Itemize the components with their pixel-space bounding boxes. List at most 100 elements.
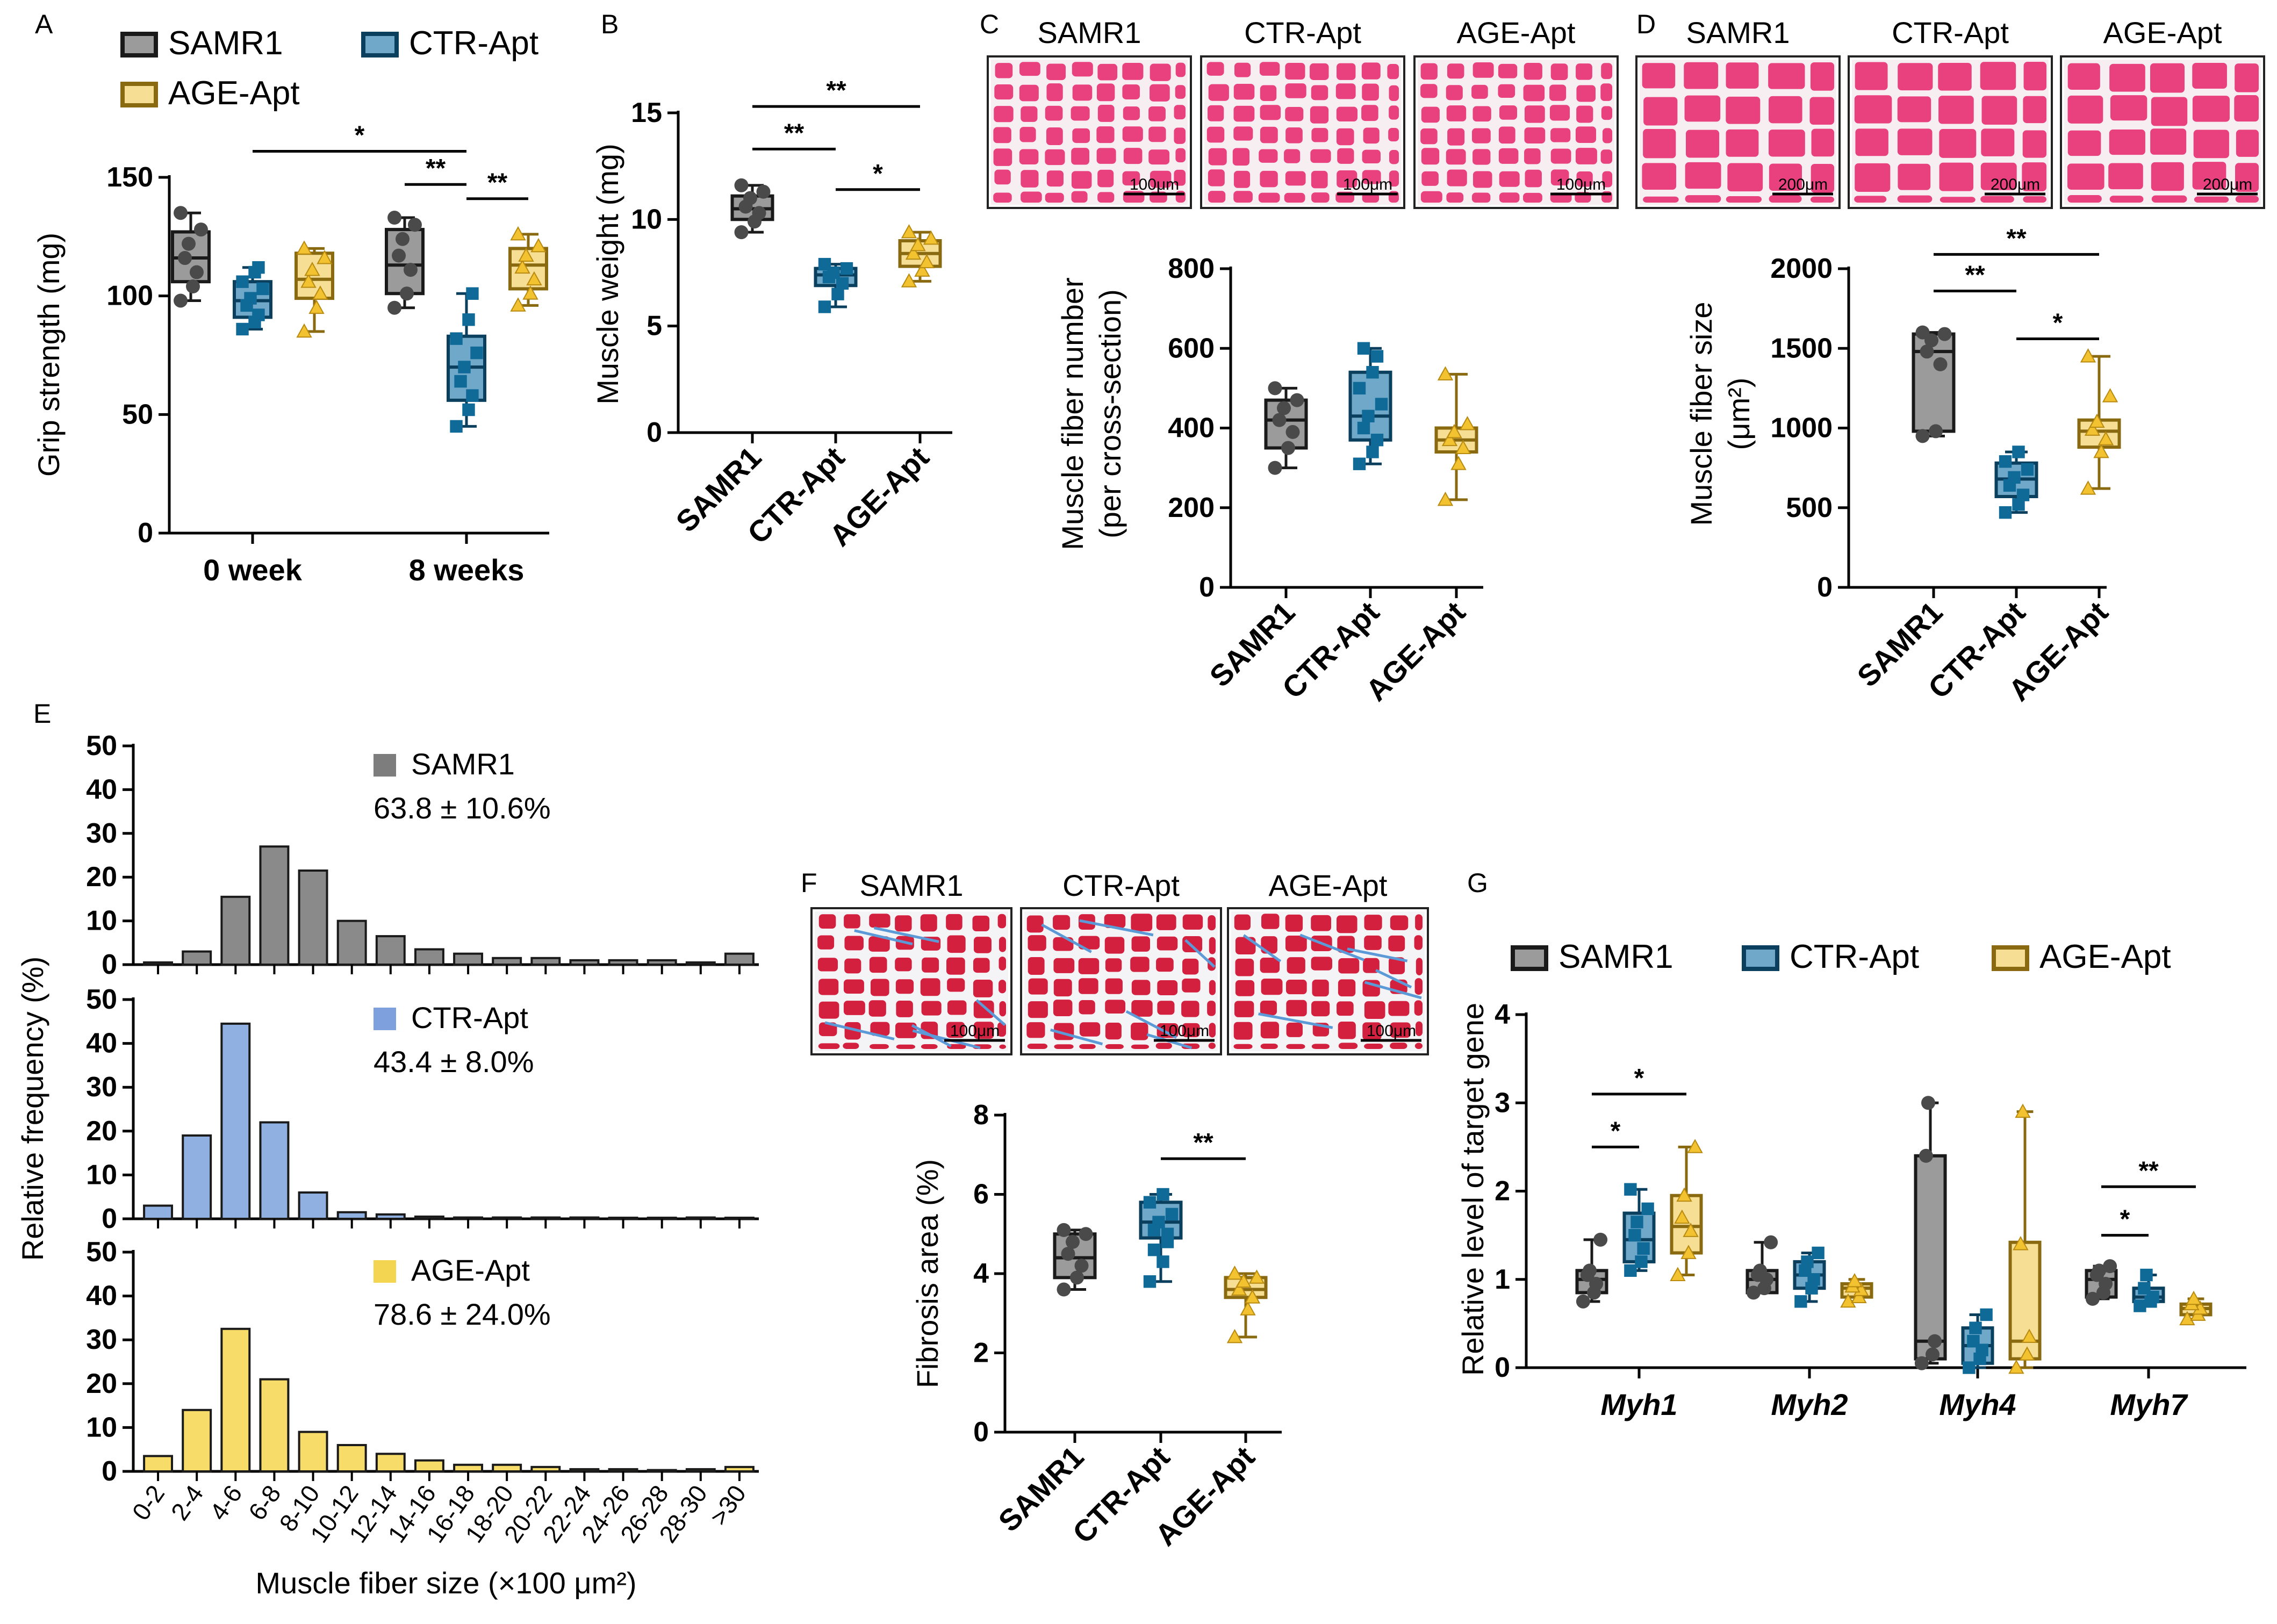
panel-c-image-1-fiber [1233,105,1255,122]
panel-d-scalebar-label-2: 200μm [2203,176,2252,193]
panel-c-image-1-fiber [1361,105,1378,121]
panel-c-image-2-fiber [1576,105,1593,123]
panel-c-image-0-fiber [1072,62,1093,77]
chart-g-ctr-apt-3-point [2140,1268,2153,1282]
panel-f-image-1-fibrosis [1050,1029,1103,1046]
panel-c-scalebar-label-0: 100μm [1130,176,1179,193]
panel-c-image-1-fiber [1311,170,1328,189]
panel-f-image-0-fibrosis [873,926,939,943]
panel-c-image-1-fiber [1208,84,1229,101]
chart-e-0-bar [608,959,638,966]
panel-c-image-1-fiber [1310,149,1331,163]
panel-f-image-2-fiber [1261,978,1283,995]
chart-e-2-ytick-label: 50 [86,1237,117,1268]
chart-e-1-bar [143,1204,174,1220]
panel-c-image-0-fiber [1175,62,1186,77]
panel-f-image-1-fiber [1026,915,1044,933]
legend-g-age-label: AGE-Apt [2039,938,2171,975]
panel-f-image-0-fiber [818,1001,839,1019]
panel-f-image-2-fiber [1261,936,1277,954]
panel-c-image-label-0: SAMR1 [1038,16,1141,49]
panel-d-image-1-fiber [1897,96,1931,123]
chart-a-ctr-apt-0-point [236,322,249,336]
panel-d-image-0-fiber [1811,128,1834,157]
panel-f-image-2-fiber [1286,980,1307,995]
panel-c-image-1-fiber [1362,149,1381,164]
chart-d-ctr-apt-point [1999,506,2012,519]
panel-f-image-1-fibrosis [1125,1010,1177,1039]
panel-f-image-2-fiber [1311,1001,1330,1017]
panel-d-image-0-fiber [1685,195,1721,203]
panel-d-image-1-fiber [1898,163,1931,190]
chart-e-2-ytick-label: 0 [102,1456,117,1487]
panel-f-image-1-fiber [1181,1001,1199,1017]
panel-c-image-2-fiber [1421,106,1440,123]
panel-f-image-2-fiber [1235,980,1255,996]
legend-a-ctr-label: CTR-Apt [409,25,538,62]
panel-letter-b: B [601,9,619,39]
panel-d-image-2-fiber [2192,162,2226,190]
chart-e-2-bar [647,1469,677,1473]
chart-e-2-legend-stat: 78.6 ± 24.0% [373,1297,551,1331]
panel-f-image-1-fiber [1130,957,1150,972]
chart-g-samr1-2-point [1914,1356,1929,1370]
chart-b-age-apt-point [905,245,922,260]
panel-c-image-1-fiber [1389,105,1399,120]
legend-g-ctr-label: CTR-Apt [1790,938,1919,975]
chart-d-ctr-apt-point [2012,445,2025,458]
panel-c-image-2-fiber [1420,63,1438,80]
chart-g-samr1-0-point [1576,1294,1590,1309]
panel-c-image-0-fiber [1174,105,1186,120]
panel-d-image-1-fiber [1855,128,1888,156]
panel-f-image-1-fiber [1182,958,1199,975]
panel-f-image-2-fiber [1260,1043,1278,1049]
panel-c-image-2-fiber [1471,192,1491,203]
panel-d-image-1-fiber [1897,128,1933,155]
panel-f-scalebar-label-1: 100μm [1160,1022,1209,1040]
panel-f-image-2-fiber [1260,958,1280,973]
chart-e-2-bar [530,1465,561,1473]
panel-c-image-2-fiber [1575,148,1597,164]
panel-c-image-0-fiber [1019,62,1040,76]
panel-f-image-1-fiber [1182,978,1201,993]
chart-c-age-apt-point [1455,440,1471,454]
panel-f-image-1-fiber [1028,935,1046,951]
panel-c-image-1-fiber [1260,105,1281,120]
panel-f-image-2-fiber [1416,958,1423,975]
panel-f-image-0-fiber [895,958,912,972]
panel-f-image-2-fiber [1338,1022,1356,1039]
panel-f-image-0-fiber [843,979,864,994]
panel-f-image-0-fiber [946,957,965,975]
panel-c-image-0-fiber [1097,169,1114,188]
chart-e-1-ytick-label: 40 [86,1028,117,1059]
chart-e-2-legend-swatch [373,1260,396,1283]
panel-f-image-1-fiber [1131,980,1151,995]
chart-e-0-bar [298,869,328,966]
panel-f-image-1-fiber [1079,1000,1095,1015]
chart-g-age-apt-0-box [1670,1194,1703,1255]
panel-c-image-0-fiber [993,127,1011,143]
legend-a-age-label: AGE-Apt [168,75,300,112]
panel-f-image-1-fiber [1131,1023,1148,1040]
panel-f-image-1-fiber [1131,936,1151,952]
chart-a-age-apt-0-point [312,285,328,300]
panel-f-image-1-fiber [1157,936,1178,951]
panel-c-image-2-fiber [1576,63,1592,80]
chart-g-age-apt-0-point [1687,1139,1703,1153]
panel-f-scalebar-label-2: 100μm [1367,1022,1416,1040]
panel-c-image-0-fiber [1096,126,1115,143]
panel-c-image-0-fiber [1097,192,1115,203]
panel-c-image-2-fiber [1421,171,1439,186]
panel-d-image-2-fiber [2235,196,2259,203]
chart-d-ctr-apt-point [2008,471,2021,484]
panel-f-image-0-fiber [999,957,1006,971]
chart-e-2-bar [375,1453,406,1473]
panel-f-image-0-fiber [947,935,966,953]
chart-f-ctr-apt-point [1143,1196,1157,1209]
panel-letter-d: D [1636,9,1656,39]
chart-f-samr1-point [1070,1270,1084,1285]
panel-d-image-1-fiber [1981,128,2015,156]
panel-c-image-2-fiber [1524,62,1542,80]
panel-c-image-1-fiber [1389,149,1399,164]
panel-d-image-0-fiber [1769,130,1805,157]
